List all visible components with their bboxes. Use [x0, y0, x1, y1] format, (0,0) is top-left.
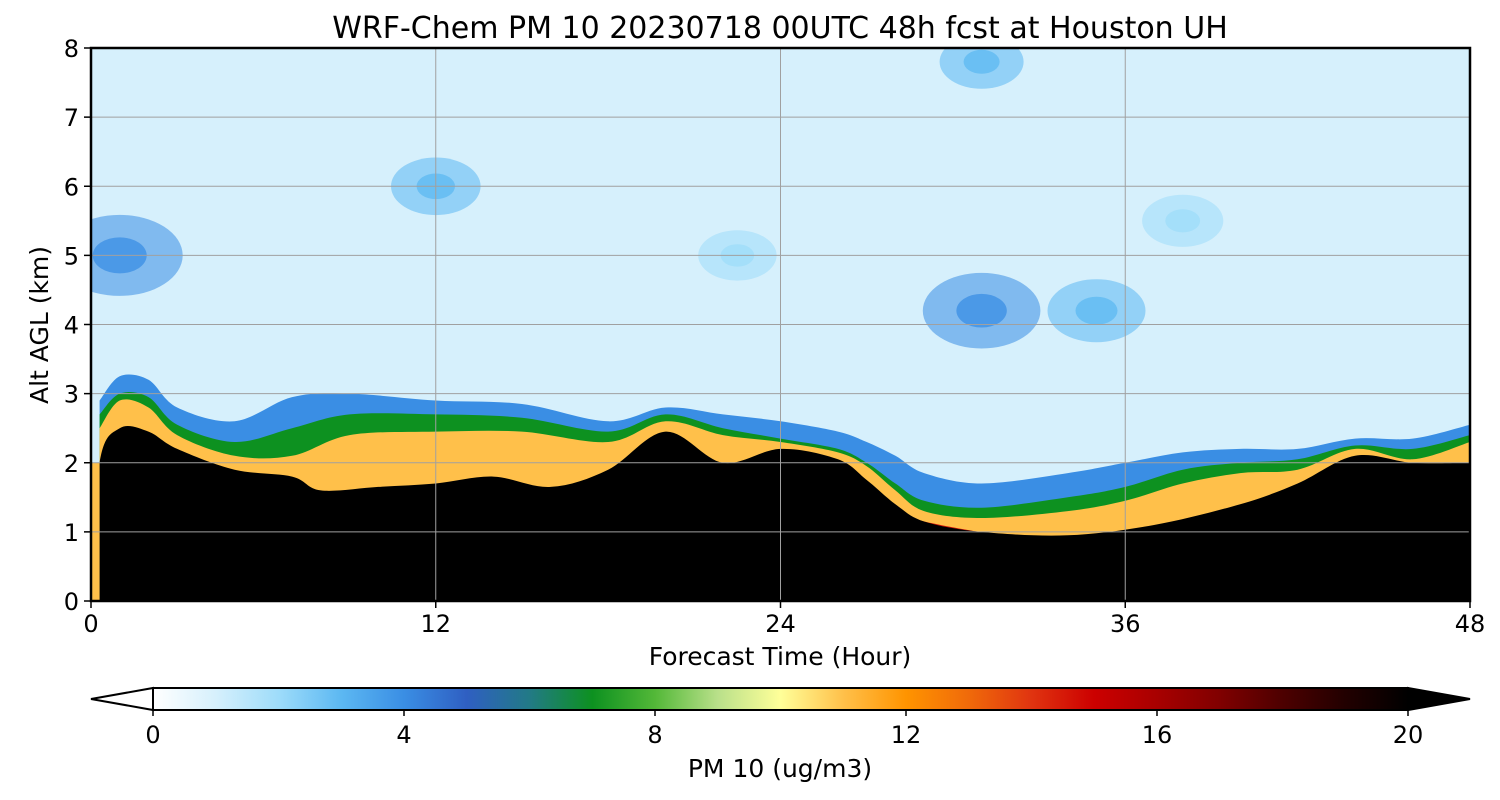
y-axis: 0 1 2 3 4 5 6 7 8: [64, 35, 91, 616]
x-axis: 0 12 24 36 48: [83, 601, 1485, 638]
upper-maximum-core-2: [956, 293, 1007, 328]
y-tick-label-2: 2: [64, 450, 79, 478]
y-tick-label-7: 7: [64, 104, 79, 132]
upper-maximum-core-5: [963, 49, 1000, 74]
y-tick-label-1: 1: [64, 519, 79, 547]
y-tick-label-8: 8: [64, 35, 79, 63]
colorbar-tick-label-20: 20: [1393, 721, 1424, 749]
x-tick-label-48: 48: [1455, 610, 1486, 638]
chart-title: WRF-Chem PM 10 20230718 00UTC 48h fcst a…: [332, 11, 1228, 46]
x-tick-label-12: 12: [420, 610, 451, 638]
x-axis-label: Forecast Time (Hour): [649, 642, 912, 671]
y-tick-label-5: 5: [64, 242, 79, 270]
y-tick-label-0: 0: [64, 588, 79, 616]
colorbar-label: PM 10 (ug/m3): [688, 754, 872, 783]
colorbar-frame: [152, 687, 1409, 711]
y-tick-label-6: 6: [64, 173, 79, 201]
plot-area: [91, 48, 1470, 601]
colorbar-tick-label-4: 4: [396, 721, 411, 749]
colorbar-under-extension: [90, 686, 154, 712]
colorbar-ticks: 0 4 8 12 16 20: [145, 710, 1423, 749]
colorbar-tick-label-8: 8: [647, 721, 662, 749]
colorbar-over-extension: [1407, 686, 1471, 712]
x-tick-label-36: 36: [1110, 610, 1141, 638]
y-axis-label: Alt AGL (km): [25, 246, 54, 404]
upper-maximum-core-4: [1075, 296, 1118, 325]
colorbar: 0 4 8 12 16 20 PM 10 (ug/m3): [90, 686, 1471, 783]
y-tick-label-3: 3: [64, 381, 79, 409]
y-tick-label-4: 4: [64, 312, 79, 340]
colorbar-tick-label-12: 12: [891, 721, 922, 749]
colorbar-tick-label-0: 0: [145, 721, 160, 749]
colorbar-tick-label-16: 16: [1142, 721, 1173, 749]
colorbar-scale: [153, 688, 1408, 710]
upper-maximum-core-6: [1165, 209, 1201, 233]
grid-lines: [91, 48, 1470, 601]
x-tick-label-0: 0: [83, 610, 98, 638]
concentration-field: [91, 48, 1470, 601]
x-tick-label-24: 24: [765, 610, 796, 638]
